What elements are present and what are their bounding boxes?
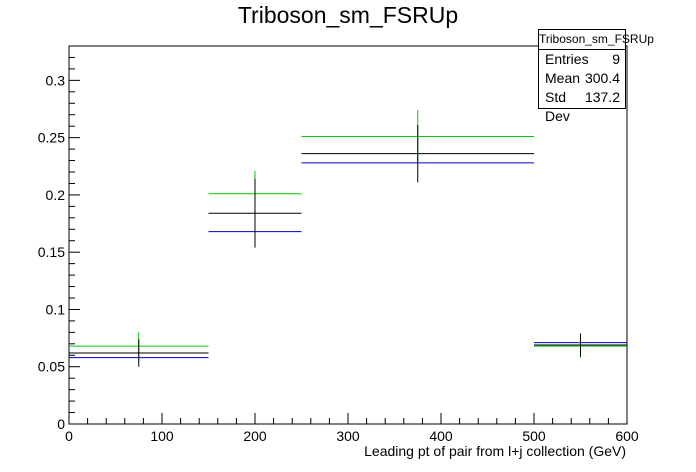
- stats-value: 300.4: [584, 70, 620, 86]
- x-axis-label: Leading pt of pair from l+j collection (…: [364, 443, 626, 459]
- stats-label: Entries: [545, 51, 589, 67]
- y-tick-label: 0: [57, 416, 65, 432]
- stats-label: Mean: [545, 70, 581, 86]
- stats-row-stddev: Std Dev 137.2: [539, 88, 625, 124]
- stats-box-title: Triboson_sm_FSRUp: [539, 30, 654, 50]
- y-tick-label: 0.25: [38, 130, 65, 146]
- chart-title: Triboson_sm_FSRUp: [237, 2, 459, 28]
- stats-value: 9: [612, 51, 620, 67]
- y-tick-label: 0.15: [38, 244, 65, 260]
- y-tick-label: 0.3: [46, 72, 66, 88]
- y-tick-label: 0.1: [46, 301, 66, 317]
- x-tick-label: 0: [65, 428, 73, 444]
- stats-label: Std Dev: [545, 89, 570, 124]
- stats-box: Triboson_sm_FSRUp Entries 9 Mean 300.4 S…: [538, 29, 654, 124]
- stats-row-mean: Mean 300.4: [539, 69, 625, 88]
- x-tick-label: 600: [615, 428, 639, 444]
- x-tick-label: 500: [522, 428, 546, 444]
- y-tick-label: 0.2: [46, 187, 66, 203]
- x-tick-label: 100: [150, 428, 174, 444]
- stats-row-entries: Entries 9: [539, 50, 625, 69]
- y-tick-label: 0.05: [38, 359, 65, 375]
- stats-value: 137.2: [584, 89, 620, 105]
- x-tick-label: 300: [336, 428, 360, 444]
- x-tick-label: 200: [243, 428, 267, 444]
- x-tick-label: 400: [429, 428, 453, 444]
